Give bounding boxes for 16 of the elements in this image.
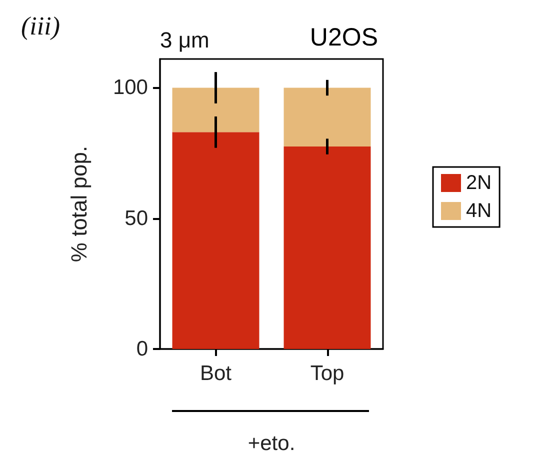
text: (iii) — [21, 12, 60, 40]
legend-label: 4N — [466, 200, 492, 222]
bar — [284, 146, 371, 349]
x-tick-label: Bot — [200, 362, 232, 385]
legend-label: 2N — [466, 172, 492, 194]
x-tick-label: Top — [310, 362, 344, 385]
y-tick-label: 50 — [124, 206, 148, 230]
chart-title: U2OS — [310, 24, 378, 52]
y-tick-label: 100 — [112, 76, 148, 100]
bar — [172, 88, 260, 132]
chart-subtitle: 3 μm — [160, 28, 210, 52]
x-axis-title: +eto. — [248, 432, 296, 455]
bar — [172, 132, 260, 349]
y-axis-title: % total pop. — [66, 146, 92, 262]
y-tick-label: 0 — [136, 338, 148, 360]
bar — [284, 88, 371, 147]
